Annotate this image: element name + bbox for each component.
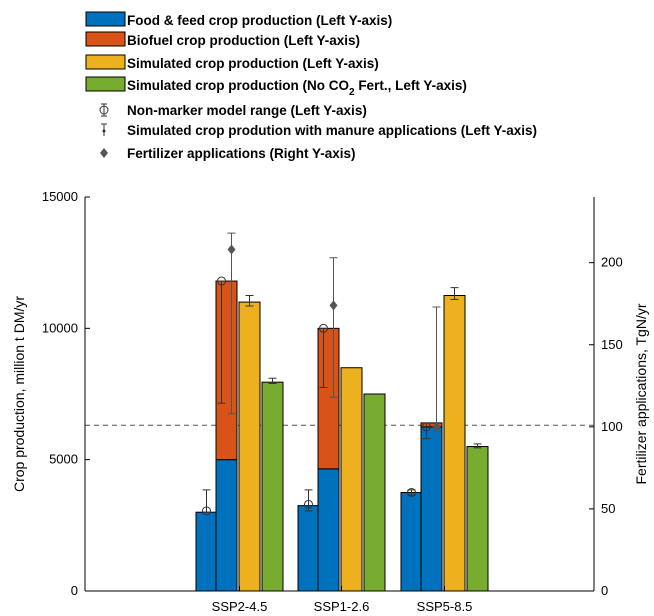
fertilizer-marker [329,300,338,311]
y-tick-label-right: 50 [601,501,615,516]
non-marker-circle [407,488,416,497]
non-marker-circle [202,506,211,516]
y-tick-label-right: 150 [601,337,623,352]
non-marker-circle [422,422,431,432]
legend-dot-icon [102,129,106,133]
fertilizer-marker [432,421,441,432]
legend-swatch [85,11,126,27]
legend-label-tail: Fert., Left Y-axis) [355,78,467,93]
bar-food [195,511,218,592]
bar-no-co2 [466,446,489,592]
y-tick-label-right: 0 [601,583,608,598]
y-tick-label-left: 15000 [42,189,78,204]
x-tick-label: SSP1-2.6 [314,599,370,614]
fertilizer-marker [227,244,236,255]
legend-label: Simulated crop production (Left Y-axis) [127,56,379,71]
bar-biofuel [215,280,238,461]
y-tick-label-left: 5000 [49,452,78,467]
axes: 0 5000 10000 15000 0 50 100 150 200 SSP2-4.5 SSP1-… [11,189,649,614]
bar-food [400,492,423,592]
bar-no-co2 [261,381,284,592]
bar-food [297,505,320,592]
bar-food-stack [420,426,443,592]
bar-biofuel [420,422,443,428]
y-axis-title-left: Crop production, million t DM/yr [11,296,27,492]
y-axis-title-right: Fertilizer applications, TgN/yr [633,303,649,484]
legend-diamond-icon [100,148,108,158]
bar-simulated [340,367,363,592]
legend-circle-icon [99,105,109,115]
plot-area [85,232,594,592]
legend-label: Fertilizer applications (Right Y-axis) [127,146,356,161]
bar-food-stack [317,468,340,592]
y-tick-label-right: 200 [601,255,623,270]
non-marker-circle [319,323,328,333]
legend-swatch [85,54,126,70]
legend-label: Food & feed crop production (Left Y-axis… [127,13,392,28]
legend-label: Non-marker model range (Left Y-axis) [127,103,367,118]
legend-swatch [85,31,126,47]
y-tick-label-left: 0 [71,583,78,598]
non-marker-circle [217,276,226,286]
legend-subscript: 2 [349,87,355,98]
y-tick-label-left: 10000 [42,320,78,335]
non-marker-circle [304,499,313,509]
bar-simulated [443,295,466,592]
legend-label: Simulated crop production (No CO2 Fert.,… [127,78,467,98]
x-tick-label: SSP5-8.5 [417,599,473,614]
bar-biofuel [317,327,340,470]
legend-label: Biofuel crop production (Left Y-axis) [127,33,360,48]
y-tick-label-right: 100 [601,419,623,434]
bar-no-co2 [363,393,386,592]
legend: Food & feed crop production (Left Y-axis… [85,11,537,161]
bar-food-stack [215,459,238,592]
legend-label: Simulated crop prodution with manure app… [127,123,537,138]
bar-simulated [238,301,261,592]
x-tick-label: SSP2-4.5 [212,599,268,614]
legend-swatch [85,76,126,92]
